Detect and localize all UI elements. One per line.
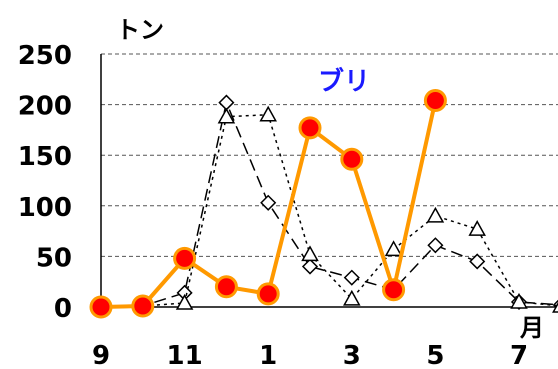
x-tick-labels: 9 11 1 3 5 7 (92, 341, 528, 369)
series-line (100, 113, 558, 308)
x-tick-label: 3 (343, 341, 361, 369)
x-tick-label: 1 (259, 341, 277, 369)
y-tick-label: 150 (18, 142, 72, 172)
data-point (301, 258, 319, 275)
data-point (382, 278, 406, 302)
data-point (552, 301, 558, 313)
data-point (384, 240, 403, 257)
x-tick-label: 7 (510, 341, 528, 369)
data-point (89, 295, 113, 319)
y-tick-label: 0 (54, 294, 72, 324)
data-point (256, 282, 280, 306)
x-unit-label: 月 (519, 314, 544, 342)
data-point (340, 147, 364, 171)
data-point (218, 94, 235, 111)
axes (100, 54, 558, 308)
y-unit-label: トン (116, 16, 164, 44)
series-line (100, 100, 558, 308)
x-tick-label: 9 (92, 341, 110, 369)
x-tick-label: 5 (426, 341, 444, 369)
data-point (260, 194, 277, 211)
y-tick-labels: 0 50 100 150 200 250 (18, 41, 72, 324)
data-point (217, 107, 236, 124)
x-tick-label: 11 (167, 341, 203, 369)
data-point (214, 275, 238, 299)
data-point (259, 105, 277, 122)
data-point (510, 292, 528, 309)
y-tick-label: 50 (36, 243, 72, 273)
y-tick-label: 250 (18, 41, 72, 71)
data-point (427, 237, 444, 254)
data-point (301, 245, 319, 262)
data-point (173, 246, 197, 270)
y-tick-label: 100 (18, 193, 72, 223)
data-point (343, 289, 361, 306)
data-point (423, 89, 447, 113)
data-point (343, 269, 360, 286)
data-point (426, 206, 445, 223)
data-point (175, 293, 194, 310)
grid-lines (101, 53, 558, 257)
series-group (89, 89, 558, 319)
y-tick-label: 200 (18, 92, 72, 122)
series-solid-orange-filled-red-circle (89, 89, 447, 319)
data-point (131, 294, 155, 318)
chart-title: ブリ (318, 66, 370, 97)
data-point (469, 253, 486, 270)
data-point (298, 116, 322, 140)
data-point (468, 220, 486, 236)
